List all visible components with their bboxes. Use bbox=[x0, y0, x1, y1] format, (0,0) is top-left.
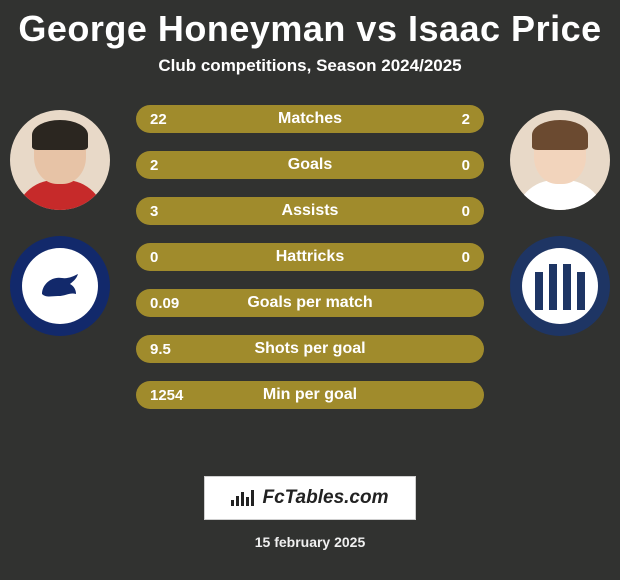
fctables-label: FcTables.com bbox=[262, 487, 388, 509]
club-left-lion-icon bbox=[38, 270, 82, 304]
chart-bars-icon bbox=[231, 490, 254, 506]
stat-label: Assists bbox=[136, 202, 484, 220]
stat-label: Shots per goal bbox=[136, 340, 484, 358]
stat-label: Hattricks bbox=[136, 248, 484, 266]
page-subtitle: Club competitions, Season 2024/2025 bbox=[0, 56, 620, 76]
stat-row: 9.5Shots per goal bbox=[136, 335, 484, 363]
player-left-avatar bbox=[10, 110, 110, 210]
stat-label: Min per goal bbox=[136, 386, 484, 404]
footer: FcTables.com 15 february 2025 bbox=[0, 476, 620, 550]
player-left-hair bbox=[32, 120, 88, 150]
stat-label: Matches bbox=[136, 110, 484, 128]
stat-row: 1254Min per goal bbox=[136, 381, 484, 409]
player-left-shirt bbox=[15, 180, 105, 210]
fctables-badge[interactable]: FcTables.com bbox=[204, 476, 415, 520]
comparison-area: 22Matches2 2Goals0 3Assists0 0Hattricks0 0.0… bbox=[0, 100, 620, 450]
stat-row: 0.09Goals per match bbox=[136, 289, 484, 317]
stat-bars: 22Matches2 2Goals0 3Assists0 0Hattricks0 0.0… bbox=[136, 105, 484, 427]
stat-row: 0Hattricks0 bbox=[136, 243, 484, 271]
stat-row: 2Goals0 bbox=[136, 151, 484, 179]
stat-label: Goals bbox=[136, 156, 484, 174]
page-title: George Honeyman vs Isaac Price bbox=[0, 0, 620, 50]
footer-date: 15 february 2025 bbox=[0, 534, 620, 550]
stat-row: 22Matches2 bbox=[136, 105, 484, 133]
player-right-avatar bbox=[510, 110, 610, 210]
stat-label: Goals per match bbox=[136, 294, 484, 312]
player-right-hair bbox=[532, 120, 588, 150]
stat-row: 3Assists0 bbox=[136, 197, 484, 225]
club-right-stripes-icon bbox=[532, 262, 588, 310]
player-right-shirt bbox=[515, 180, 605, 210]
club-right-badge bbox=[510, 236, 610, 336]
club-left-badge bbox=[10, 236, 110, 336]
